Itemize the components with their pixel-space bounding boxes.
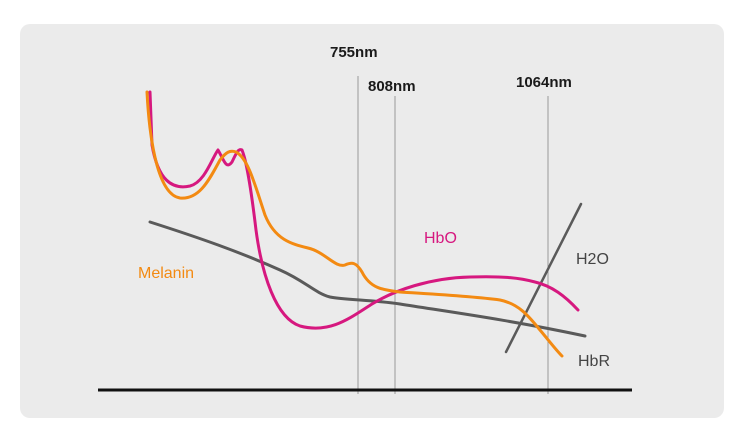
series-line-h2o bbox=[504, 202, 583, 354]
chart-background-card bbox=[20, 24, 724, 418]
series-line-hbo bbox=[148, 90, 580, 330]
marker-label-755nm: 755nm bbox=[330, 44, 378, 61]
marker-label-808nm: 808nm bbox=[368, 78, 416, 95]
series-line-melanin bbox=[145, 90, 564, 358]
marker-label-1064nm: 1064nm bbox=[516, 74, 572, 91]
series-label-melanin: Melanin bbox=[138, 265, 194, 282]
series-label-h2o: H2O bbox=[576, 251, 609, 268]
series-label-hbr: HbR bbox=[578, 353, 610, 370]
series-line-hbr bbox=[148, 220, 587, 338]
series-label-hbo: HbO bbox=[424, 230, 457, 247]
